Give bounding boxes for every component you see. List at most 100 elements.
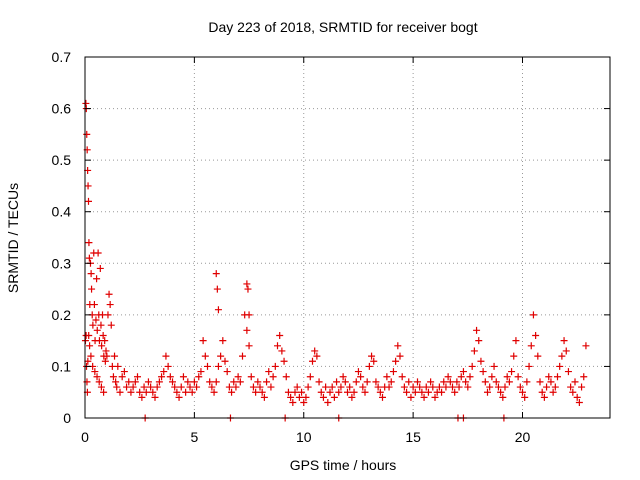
data-point bbox=[306, 373, 314, 381]
data-point bbox=[188, 388, 196, 396]
data-point bbox=[540, 393, 548, 401]
data-point bbox=[95, 378, 103, 386]
data-point bbox=[127, 388, 135, 396]
data-point bbox=[398, 373, 406, 381]
data-point bbox=[164, 362, 172, 370]
data-point bbox=[260, 393, 268, 401]
data-point bbox=[93, 326, 101, 334]
data-point bbox=[214, 306, 222, 314]
data-point bbox=[394, 342, 402, 350]
data-point bbox=[348, 393, 356, 401]
data-point bbox=[575, 399, 583, 407]
data-point bbox=[549, 388, 557, 396]
data-point bbox=[300, 399, 308, 407]
data-point bbox=[245, 311, 253, 319]
data-point bbox=[346, 383, 354, 391]
data-point bbox=[534, 352, 542, 360]
data-point bbox=[109, 373, 117, 381]
data-point bbox=[103, 352, 111, 360]
data-point bbox=[571, 378, 579, 386]
data-point bbox=[158, 373, 166, 381]
data-point bbox=[521, 393, 529, 401]
data-point bbox=[239, 352, 246, 360]
data-point bbox=[182, 388, 190, 396]
data-point bbox=[258, 388, 266, 396]
x-tick-label: 20 bbox=[515, 429, 531, 445]
data-point bbox=[435, 383, 443, 391]
data-point bbox=[101, 357, 109, 365]
data-point bbox=[114, 362, 122, 370]
data-point bbox=[142, 388, 150, 396]
data-point bbox=[344, 388, 351, 396]
data-point bbox=[510, 352, 518, 360]
data-point bbox=[440, 378, 448, 386]
data-point bbox=[470, 347, 478, 355]
data-point bbox=[328, 383, 336, 391]
data-point bbox=[580, 373, 588, 381]
data-point bbox=[85, 239, 93, 247]
data-point bbox=[162, 352, 170, 360]
data-point bbox=[106, 301, 114, 309]
x-tick-label: 10 bbox=[296, 429, 312, 445]
data-point bbox=[387, 378, 395, 386]
data-point bbox=[175, 393, 183, 401]
data-point bbox=[564, 368, 572, 376]
data-point bbox=[100, 388, 108, 396]
data-point bbox=[560, 337, 568, 345]
data-point bbox=[223, 368, 231, 376]
data-point bbox=[291, 388, 299, 396]
data-point bbox=[131, 378, 139, 386]
data-point bbox=[107, 321, 115, 329]
data-point bbox=[234, 373, 242, 381]
data-point bbox=[582, 342, 590, 350]
data-point bbox=[379, 393, 386, 401]
data-point bbox=[422, 383, 430, 391]
data-point bbox=[97, 321, 105, 329]
data-point bbox=[140, 383, 148, 391]
data-point bbox=[446, 378, 454, 386]
data-point bbox=[169, 378, 176, 386]
data-point bbox=[424, 388, 432, 396]
data-points bbox=[81, 99, 590, 422]
data-point bbox=[486, 383, 494, 391]
data-point bbox=[245, 342, 253, 350]
data-point bbox=[374, 383, 382, 391]
data-point bbox=[228, 388, 236, 396]
y-tick-label: 0.2 bbox=[52, 307, 72, 323]
data-point bbox=[304, 383, 312, 391]
data-point bbox=[201, 352, 209, 360]
data-point bbox=[210, 388, 218, 396]
y-tick-label: 0 bbox=[63, 410, 71, 426]
data-point bbox=[573, 393, 581, 401]
data-point bbox=[525, 362, 533, 370]
data-point bbox=[197, 368, 205, 376]
data-point bbox=[545, 373, 553, 381]
data-point bbox=[206, 378, 214, 386]
data-point bbox=[309, 357, 316, 365]
data-point bbox=[97, 383, 105, 391]
data-point bbox=[112, 378, 120, 386]
data-point bbox=[455, 383, 463, 391]
data-point bbox=[543, 383, 551, 391]
data-point bbox=[363, 378, 371, 386]
data-point bbox=[405, 378, 413, 386]
data-point bbox=[101, 337, 109, 345]
data-point bbox=[93, 373, 101, 381]
data-point bbox=[287, 393, 295, 401]
data-point bbox=[214, 362, 222, 370]
data-point bbox=[171, 383, 179, 391]
data-point bbox=[532, 331, 540, 339]
data-point bbox=[431, 393, 439, 401]
data-point bbox=[547, 378, 555, 386]
data-point bbox=[230, 378, 238, 386]
data-point bbox=[252, 388, 260, 396]
data-point bbox=[173, 388, 181, 396]
data-point bbox=[160, 368, 168, 376]
data-point bbox=[319, 393, 327, 401]
data-point bbox=[111, 352, 119, 360]
data-point bbox=[184, 378, 192, 386]
data-point bbox=[350, 388, 358, 396]
data-point bbox=[249, 383, 257, 391]
data-point bbox=[311, 347, 319, 355]
